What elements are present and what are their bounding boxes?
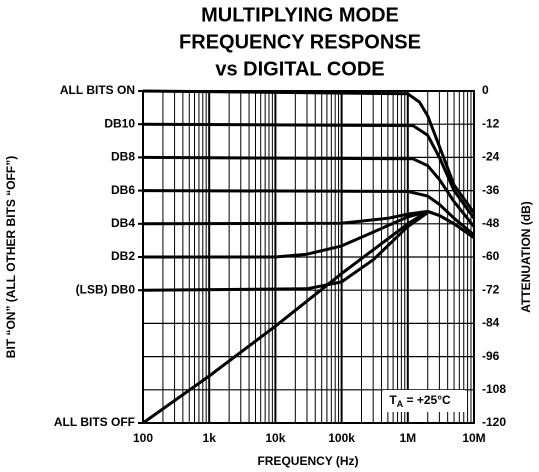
y2-tick-label: -96 [482, 349, 500, 363]
x-tick-label: 100k [328, 431, 355, 445]
series-line [142, 189, 475, 237]
y2-tick-label: -60 [482, 249, 500, 263]
y-tick-label: DB10 [104, 116, 135, 130]
series-line [142, 155, 476, 228]
y2-tick-label: -84 [482, 316, 500, 330]
chart-title: FREQUENCY RESPONSE [179, 31, 421, 53]
y2-tick-label: -72 [482, 282, 500, 296]
series-line [142, 209, 475, 425]
y2-tick-label: -12 [482, 116, 500, 130]
y-tick-label: DB8 [111, 150, 135, 164]
y-axis-label: BIT “ON” (ALL OTHER BITS “OFF”) [4, 156, 18, 358]
y-tick-label: ALL BITS OFF [54, 415, 135, 429]
y2-tick-label: -24 [482, 150, 500, 164]
x-tick-label: 100 [133, 431, 153, 445]
series-line [142, 211, 429, 292]
x-tick-label: 10k [265, 431, 285, 445]
x-tick-label: 10M [462, 431, 485, 445]
chart-title: MULTIPLYING MODE [201, 4, 399, 26]
y2-tick-label: -36 [482, 183, 500, 197]
y2-tick-label: 0 [482, 83, 489, 97]
series-line [142, 89, 476, 214]
series-line [143, 209, 429, 259]
chart-title: vs DIGITAL CODE [215, 58, 384, 80]
x-axis-label: FREQUENCY (Hz) [257, 454, 358, 468]
annotation-part: T [389, 393, 397, 407]
x-tick-label: 1M [399, 431, 416, 445]
y-tick-label: DB6 [111, 183, 135, 197]
series-line [142, 122, 476, 220]
y2-tick-label: -48 [482, 216, 500, 230]
y-tick-label: DB4 [111, 216, 135, 230]
annotation: TA = +25°C [389, 393, 451, 409]
y-tick-label: (LSB) DB0 [76, 282, 136, 296]
y-tick-label: DB2 [111, 249, 135, 263]
y2-tick-label: -108 [482, 382, 506, 396]
y2-axis-label: ATTENUATION (dB) [519, 201, 533, 313]
x-tick-label: 1k [203, 431, 217, 445]
annotation-part: = +25°C [403, 393, 451, 407]
y2-tick-label: -120 [482, 415, 506, 429]
annotation-sub: A [397, 399, 404, 409]
annotation-box [383, 390, 465, 412]
y-tick-label: ALL BITS ON [60, 83, 135, 97]
